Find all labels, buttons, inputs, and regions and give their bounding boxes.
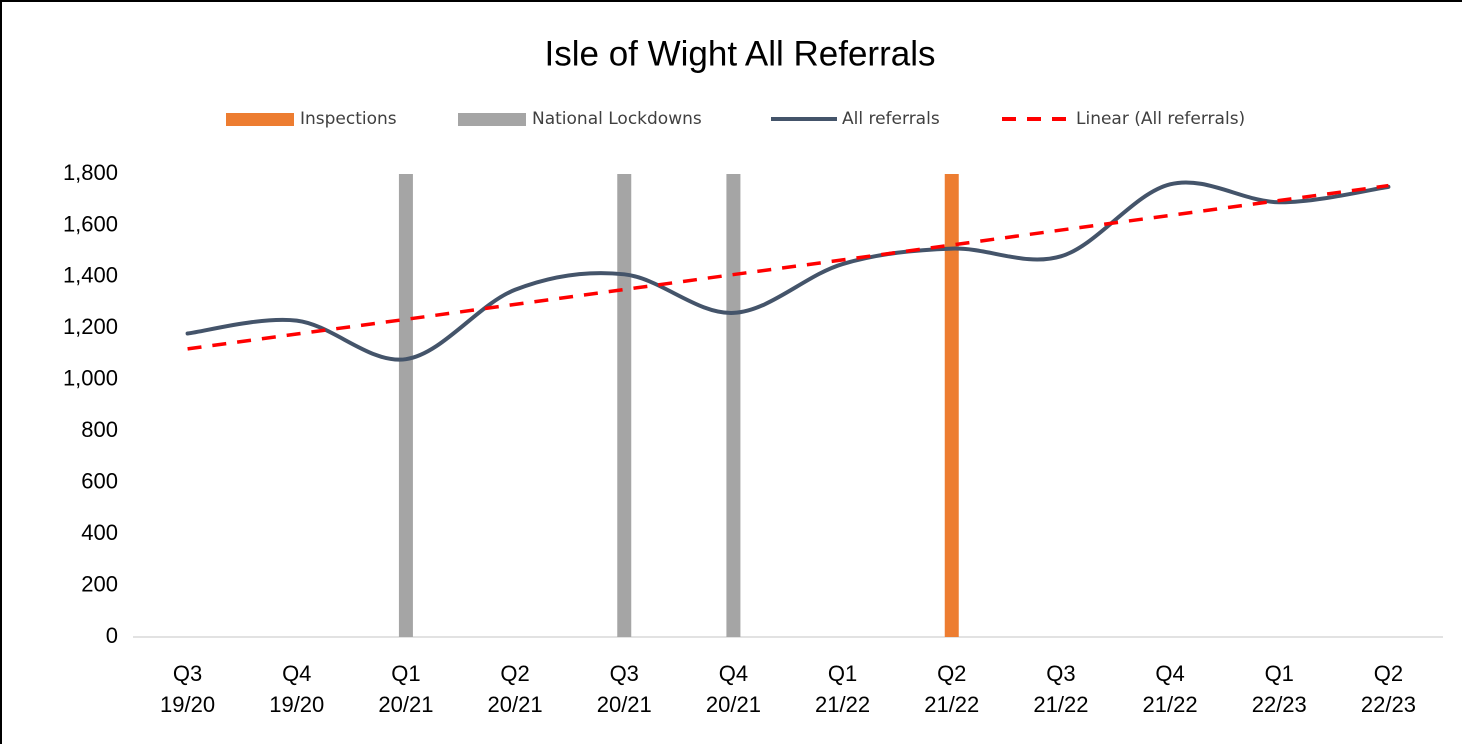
chart-title: Isle of Wight All Referrals [545, 34, 936, 73]
bar [944, 174, 959, 637]
x-tick-label: Q2 [500, 661, 529, 686]
y-tick-label: 800 [81, 417, 118, 442]
y-tick-label: 1,400 [63, 263, 118, 288]
x-tick-label: 20/21 [706, 692, 761, 717]
y-tick-label: 1,200 [63, 314, 118, 339]
bar [617, 174, 632, 637]
x-tick-label: Q1 [1265, 661, 1294, 686]
legend-label: Inspections [300, 109, 397, 129]
x-tick-label: 20/21 [488, 692, 543, 717]
legend-label: National Lockdowns [532, 109, 702, 129]
x-tick-label: Q4 [1155, 661, 1184, 686]
bar [726, 174, 741, 637]
x-tick-label: Q3 [173, 661, 202, 686]
x-tick-label: Q4 [719, 661, 748, 686]
x-tick-label: 19/20 [160, 692, 215, 717]
x-tick-label: 20/21 [597, 692, 652, 717]
x-tick-label: Q2 [937, 661, 966, 686]
y-tick-label: 1,800 [63, 160, 118, 185]
x-tick-label: 21/22 [815, 692, 870, 717]
y-tick-label: 1,000 [63, 366, 118, 391]
bar [398, 174, 413, 637]
y-tick-label: 600 [81, 468, 118, 493]
x-tick-label: 19/20 [269, 692, 324, 717]
x-tick-label: 21/22 [924, 692, 979, 717]
y-tick-label: 0 [106, 623, 118, 648]
x-tick-label: Q2 [1374, 661, 1403, 686]
x-tick-label: Q4 [282, 661, 311, 686]
y-tick-label: 200 [81, 571, 118, 596]
legend-swatch [226, 113, 294, 126]
line [185, 180, 1391, 362]
x-tick-label: Q1 [828, 661, 857, 686]
legend-label: All referrals [842, 109, 940, 129]
x-tick-label: 22/23 [1361, 692, 1416, 717]
x-tick-label: 20/21 [378, 692, 433, 717]
trend-line [187, 183, 1389, 351]
x-tick-label: 21/22 [1143, 692, 1198, 717]
x-tick-label: Q3 [1046, 661, 1075, 686]
x-tick-label: 21/22 [1033, 692, 1088, 717]
legend-swatch [458, 113, 526, 126]
x-tick-label: Q3 [610, 661, 639, 686]
legend-label: Linear (All referrals) [1076, 109, 1245, 129]
y-tick-label: 400 [81, 520, 118, 545]
x-tick-label: 22/23 [1252, 692, 1307, 717]
x-tick-label: Q1 [391, 661, 420, 686]
y-tick-label: 1,600 [63, 211, 118, 236]
